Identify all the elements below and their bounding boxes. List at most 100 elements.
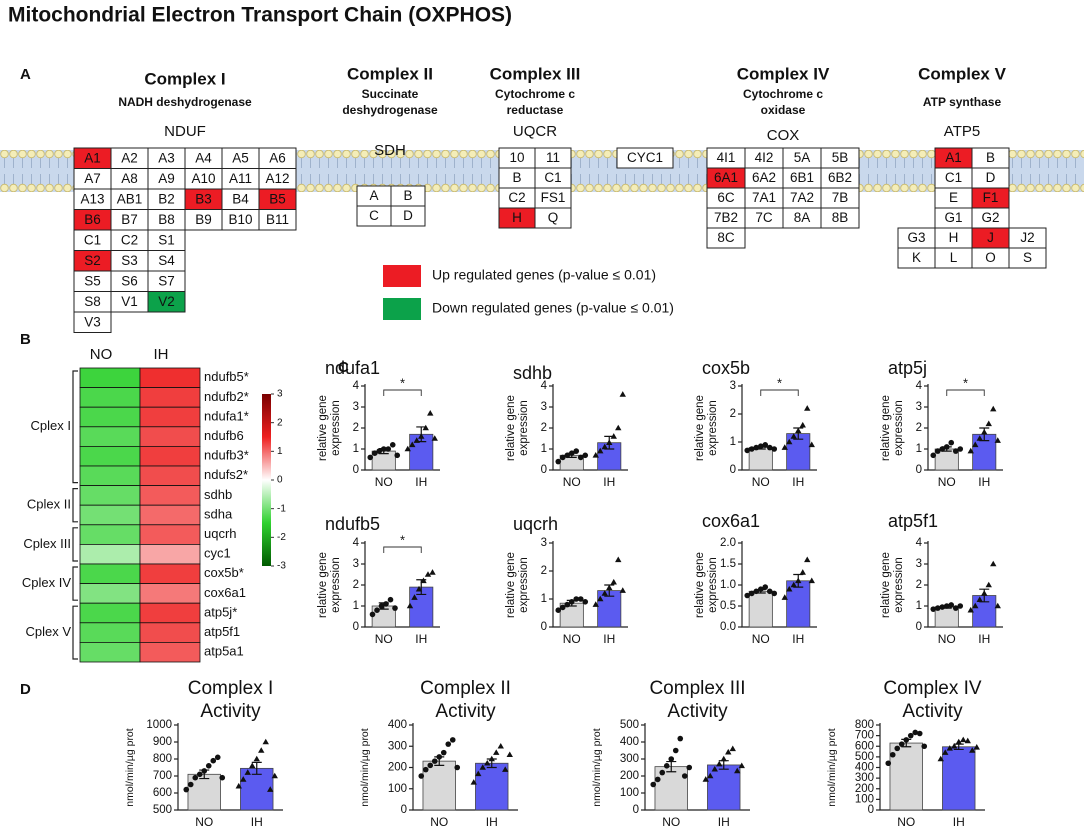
data-point <box>939 604 946 610</box>
data-point <box>394 452 401 459</box>
heat-cell <box>79 544 141 565</box>
cell <box>258 209 297 231</box>
cell-label: Q <box>548 210 559 225</box>
heat-cell <box>139 622 201 643</box>
y-axis-label: nmol/min/µg prot <box>359 728 371 806</box>
y-tick-label: 1 <box>541 443 547 455</box>
data-point <box>210 757 217 764</box>
y-tick-label: 800 <box>855 719 874 731</box>
data-point <box>972 441 979 448</box>
data-point <box>663 763 670 769</box>
data-point <box>564 452 571 459</box>
gene-family: UQCR <box>513 123 557 140</box>
data-point <box>415 585 423 592</box>
row-label: cox5b* <box>204 565 244 580</box>
data-point <box>762 442 769 448</box>
x-tick-label: IH <box>415 632 427 646</box>
data-point <box>409 441 416 448</box>
data-point <box>385 446 392 452</box>
group-bracket <box>72 527 78 562</box>
row-label: cyc1 <box>204 546 231 561</box>
cell-label: A11 <box>229 171 252 186</box>
y-tick-label: 200 <box>620 770 639 782</box>
data-point <box>981 590 988 596</box>
y-tick-label: 400 <box>620 736 639 748</box>
data-point <box>781 594 788 600</box>
legend-label: Up regulated genes (p-value ≤ 0.01) <box>432 267 656 283</box>
cell-label: S6 <box>121 273 138 288</box>
complex-subtitle: deshydrogenase <box>342 103 438 117</box>
y-tick-label: 100 <box>620 787 639 799</box>
cell-label: A12 <box>265 171 289 186</box>
y-tick-label: 600 <box>153 787 172 799</box>
data-point <box>606 584 613 591</box>
data-point <box>702 776 709 782</box>
y-tick-label: 0 <box>730 464 736 476</box>
cell-label: S8 <box>84 294 101 309</box>
data-point <box>894 745 901 752</box>
heat-cell <box>139 485 201 506</box>
y-tick-label: 4 <box>916 537 923 549</box>
data-point <box>187 781 194 788</box>
group-label: Cplex V <box>25 624 71 639</box>
cell-label: A <box>369 188 378 203</box>
cell-label: S <box>1023 250 1032 265</box>
data-point <box>943 444 950 450</box>
cell-label: S3 <box>121 253 138 268</box>
panel-label: B <box>20 331 31 348</box>
cell-label: A10 <box>191 171 215 186</box>
cell-label: B6 <box>84 212 101 227</box>
panel-label: D <box>20 681 31 698</box>
x-tick-label: NO <box>938 632 956 646</box>
y-tick-label: 1 <box>916 600 922 612</box>
y-axis-label: relative gene <box>505 552 517 618</box>
y-axis-label: relative gene <box>317 395 329 461</box>
data-point <box>889 751 896 758</box>
y-tick-label: 2 <box>916 579 922 591</box>
y-tick-label: 0 <box>353 621 359 633</box>
colorbar-tick-label: 1 <box>277 446 283 457</box>
y-axis-label: expression <box>518 557 530 613</box>
cell-label: A1 <box>84 150 101 165</box>
y-tick-label: 2 <box>541 565 547 577</box>
data-point <box>808 577 815 584</box>
y-axis-label: expression <box>518 400 530 456</box>
data-point <box>808 441 815 448</box>
data-point <box>262 738 269 745</box>
data-point <box>424 571 432 577</box>
y-axis-label: relative gene <box>505 395 517 461</box>
data-point <box>725 748 732 755</box>
data-point <box>994 437 1001 443</box>
data-point <box>677 735 684 742</box>
y-tick-label: 500 <box>855 751 874 763</box>
chart-title: Activity <box>667 701 728 722</box>
bar <box>240 767 274 811</box>
complex-name: Complex I <box>144 69 225 88</box>
cell-label: G1 <box>944 210 962 225</box>
data-point <box>976 596 983 602</box>
y-tick-label: 2 <box>541 422 547 434</box>
significance-label: * <box>400 532 405 547</box>
cell <box>73 311 112 333</box>
data-point <box>981 428 988 435</box>
colorbar-tick-label: -3 <box>277 561 286 572</box>
data-point <box>436 754 443 760</box>
data-point <box>592 601 599 607</box>
data-point <box>985 420 992 427</box>
y-tick-label: 3 <box>730 380 736 392</box>
data-point <box>799 421 806 428</box>
data-point <box>573 596 580 602</box>
significance-label: * <box>400 375 405 390</box>
y-tick-label: 1 <box>541 593 547 605</box>
bar <box>748 590 773 628</box>
row-label: ndufb2* <box>204 389 249 404</box>
cell-label: A13 <box>80 191 104 206</box>
group-label: Cplex IV <box>22 575 71 590</box>
group-label: Cplex I <box>31 418 71 433</box>
data-point <box>795 427 802 434</box>
x-tick-label: NO <box>563 475 581 489</box>
y-tick-label: 1.5 <box>720 558 736 570</box>
x-tick-label: IH <box>978 632 990 646</box>
y-tick-label: 0.0 <box>720 621 736 633</box>
cell-label: D <box>986 170 996 185</box>
